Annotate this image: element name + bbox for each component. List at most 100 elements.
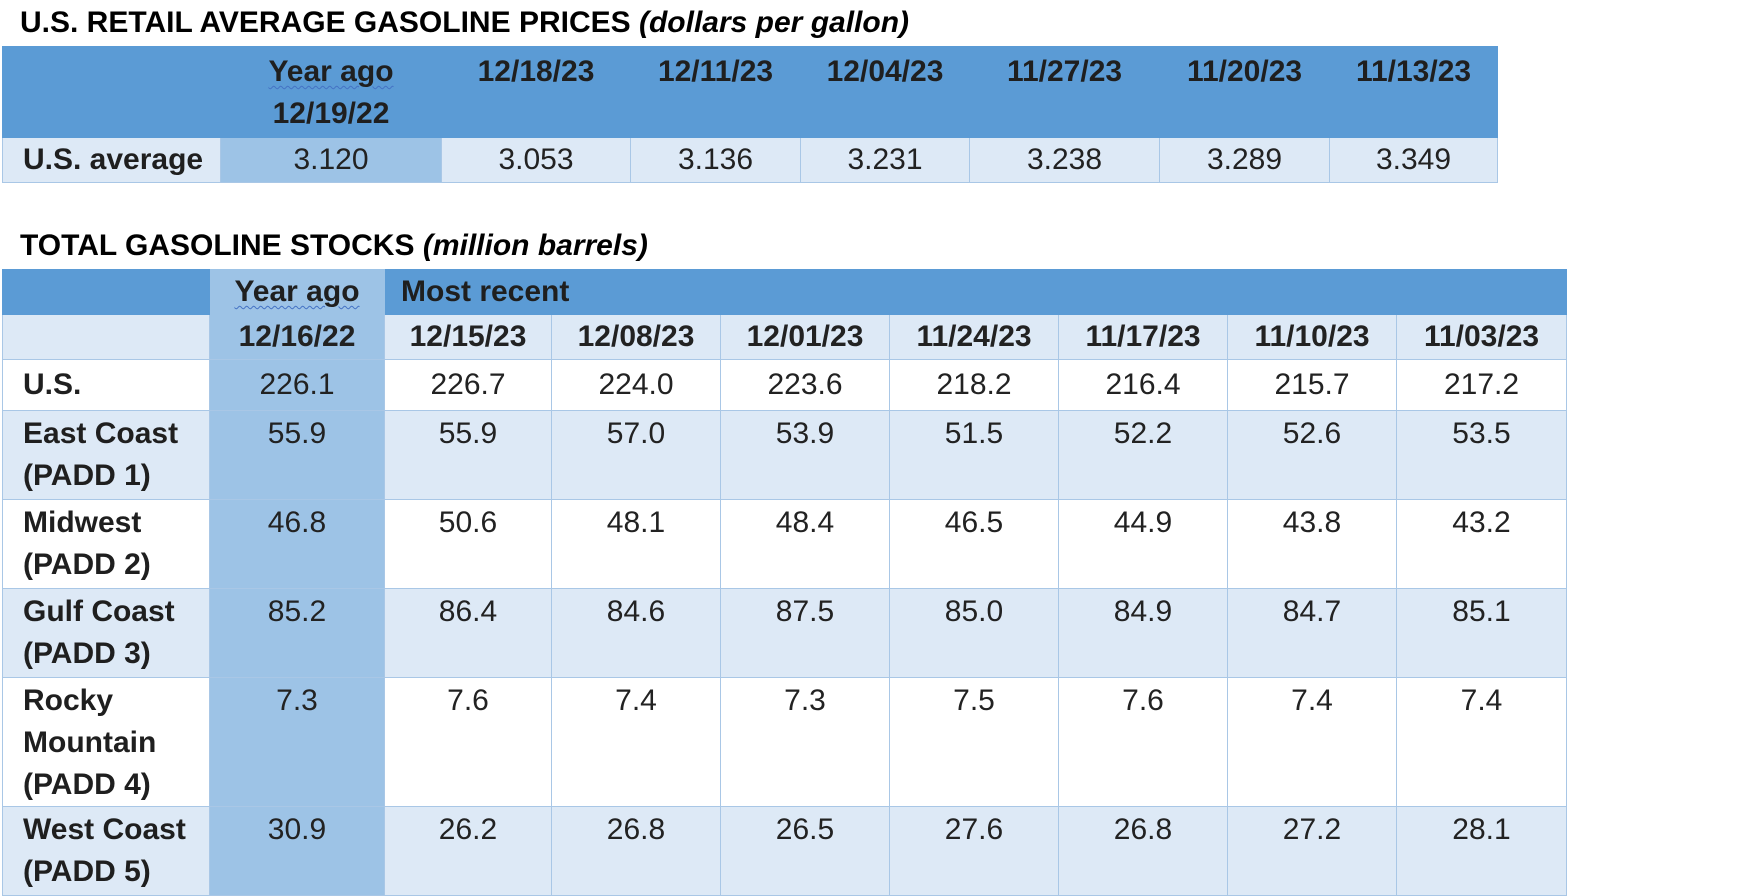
stock-value-cell: 7.3 <box>720 677 890 807</box>
stocks-body: U.S. 226.1 226.7 224.0 223.6 218.2 216.4 215.7 2… <box>2 359 1567 896</box>
stock-value-cell: 52.2 <box>1058 410 1228 500</box>
stocks-title-text: TOTAL GASOLINE STOCKS <box>20 229 415 262</box>
stocks-date-header: 11/10/23 <box>1227 314 1397 360</box>
most-recent-header: Most recent <box>384 269 1567 315</box>
price-cell: 3.289 <box>1159 137 1330 183</box>
stocks-unit-text: (million barrels) <box>422 229 648 262</box>
price-cell: 3.231 <box>800 137 970 183</box>
stock-row: East Coast (PADD 1) 55.9 55.9 57.0 53.9 51.5 52… <box>2 410 1567 500</box>
stocks-date-header: 11/03/23 <box>1396 314 1567 360</box>
stock-row-label: Midwest (PADD 2) <box>2 499 210 589</box>
row-label-line: (PADD 3) <box>23 637 151 670</box>
row-label-line: (PADD 2) <box>23 548 151 581</box>
stocks-date-header: 11/24/23 <box>889 314 1059 360</box>
retail-prices-title: U.S. RETAIL AVERAGE GASOLINE PRICES (dol… <box>20 6 909 40</box>
row-label-line: Mountain <box>23 726 157 759</box>
stock-value-cell: 26.2 <box>384 806 552 896</box>
retail-date-header: 12/18/23 <box>441 46 631 138</box>
row-label-line: (PADD 1) <box>23 459 151 492</box>
stock-row: Midwest (PADD 2) 46.8 50.6 48.1 48.4 46.5 44.9 4… <box>2 499 1567 589</box>
gasoline-stocks-table: Year ago Most recent 12/16/22 12/15/23 1… <box>2 269 1567 896</box>
stock-row: West Coast (PADD 5) 30.9 26.2 26.8 26.5 27.6 26… <box>2 806 1567 896</box>
stock-row: Rocky Mountain (PADD 4) 7.3 7.6 7.4 7.3 7.5 7.6 7… <box>2 677 1567 807</box>
year-ago-value: 85.2 <box>209 588 385 678</box>
retail-date-header: 12/04/23 <box>800 46 970 138</box>
row-label-line: (PADD 5) <box>23 855 151 888</box>
stock-value-cell: 53.5 <box>1396 410 1567 500</box>
stock-value-cell: 43.8 <box>1227 499 1397 589</box>
retail-us-average-row: U.S. average 3.120 3.053 3.136 3.231 3.2… <box>2 137 1498 183</box>
stock-value-cell: 84.7 <box>1227 588 1397 678</box>
year-ago-value: 46.8 <box>209 499 385 589</box>
retail-title-text: U.S. RETAIL AVERAGE GASOLINE PRICES <box>20 6 631 39</box>
stock-value-cell: 7.4 <box>551 677 721 807</box>
stocks-date-corner <box>2 314 210 360</box>
stock-value-cell: 87.5 <box>720 588 890 678</box>
year-ago-value: 226.1 <box>209 359 385 411</box>
stock-value-cell: 46.5 <box>889 499 1059 589</box>
stocks-header-row: Year ago Most recent <box>2 269 1567 315</box>
stock-value-cell: 223.6 <box>720 359 890 411</box>
retail-unit-text: (dollars per gallon) <box>638 6 910 39</box>
stock-value-cell: 216.4 <box>1058 359 1228 411</box>
stock-row-label: Gulf Coast (PADD 3) <box>2 588 210 678</box>
stock-value-cell: 226.7 <box>384 359 552 411</box>
row-label-line: (PADD 4) <box>23 768 151 801</box>
stock-value-cell: 27.6 <box>889 806 1059 896</box>
year-ago-value: 55.9 <box>209 410 385 500</box>
stock-value-cell: 48.1 <box>551 499 721 589</box>
price-cell: 3.136 <box>630 137 801 183</box>
stock-value-cell: 85.0 <box>889 588 1059 678</box>
year-ago-label: Year ago <box>268 55 394 88</box>
stock-row-label: U.S. <box>2 359 210 411</box>
gasoline-stocks-title: TOTAL GASOLINE STOCKS (million barrels) <box>20 229 648 263</box>
row-label-line: Rocky <box>23 684 114 717</box>
year-ago-label: Year ago <box>234 275 360 308</box>
year-ago-date: 12/19/22 <box>272 97 390 130</box>
stock-value-cell: 84.9 <box>1058 588 1228 678</box>
stock-value-cell: 55.9 <box>384 410 552 500</box>
stock-value-cell: 52.6 <box>1227 410 1397 500</box>
stock-value-cell: 44.9 <box>1058 499 1228 589</box>
stocks-date-header: 12/08/23 <box>551 314 721 360</box>
stock-value-cell: 224.0 <box>551 359 721 411</box>
stock-value-cell: 215.7 <box>1227 359 1397 411</box>
retail-year-ago-header: Year ago 12/19/22 <box>220 46 442 138</box>
price-cell: 3.238 <box>969 137 1160 183</box>
price-cell: 3.053 <box>441 137 631 183</box>
row-label: U.S. average <box>2 137 221 183</box>
price-cell: 3.349 <box>1329 137 1498 183</box>
year-ago-value: 30.9 <box>209 806 385 896</box>
row-label-line: Gulf Coast <box>23 595 175 628</box>
stock-value-cell: 86.4 <box>384 588 552 678</box>
stock-row: U.S. 226.1 226.7 224.0 223.6 218.2 216.4 215.7 2… <box>2 359 1567 411</box>
stock-value-cell: 7.6 <box>1058 677 1228 807</box>
stock-value-cell: 43.2 <box>1396 499 1567 589</box>
stock-value-cell: 217.2 <box>1396 359 1567 411</box>
stock-value-cell: 53.9 <box>720 410 890 500</box>
retail-header-row: Year ago 12/19/22 12/18/23 12/11/23 12/0… <box>2 46 1498 138</box>
stocks-date-header: 11/17/23 <box>1058 314 1228 360</box>
year-ago-value: 3.120 <box>220 137 442 183</box>
stock-value-cell: 84.6 <box>551 588 721 678</box>
stock-row-label: West Coast (PADD 5) <box>2 806 210 896</box>
row-label-line: East Coast <box>23 417 179 450</box>
retail-header-corner <box>2 46 221 138</box>
stock-value-cell: 48.4 <box>720 499 890 589</box>
stock-row: Gulf Coast (PADD 3) 85.2 86.4 84.6 87.5 85.0 84… <box>2 588 1567 678</box>
year-ago-value: 7.3 <box>209 677 385 807</box>
retail-date-header: 11/13/23 <box>1329 46 1498 138</box>
stock-value-cell: 7.4 <box>1396 677 1567 807</box>
retail-prices-table: Year ago 12/19/22 12/18/23 12/11/23 12/0… <box>2 46 1498 183</box>
stock-value-cell: 218.2 <box>889 359 1059 411</box>
row-label-line: U.S. <box>23 368 82 401</box>
stocks-header-corner <box>2 269 210 315</box>
stock-value-cell: 85.1 <box>1396 588 1567 678</box>
stock-value-cell: 57.0 <box>551 410 721 500</box>
stock-row-label: Rocky Mountain (PADD 4) <box>2 677 210 807</box>
row-label-line: West Coast <box>23 813 186 846</box>
stock-value-cell: 50.6 <box>384 499 552 589</box>
stock-value-cell: 26.8 <box>1058 806 1228 896</box>
row-label-line: Midwest <box>23 506 142 539</box>
stock-value-cell: 7.4 <box>1227 677 1397 807</box>
